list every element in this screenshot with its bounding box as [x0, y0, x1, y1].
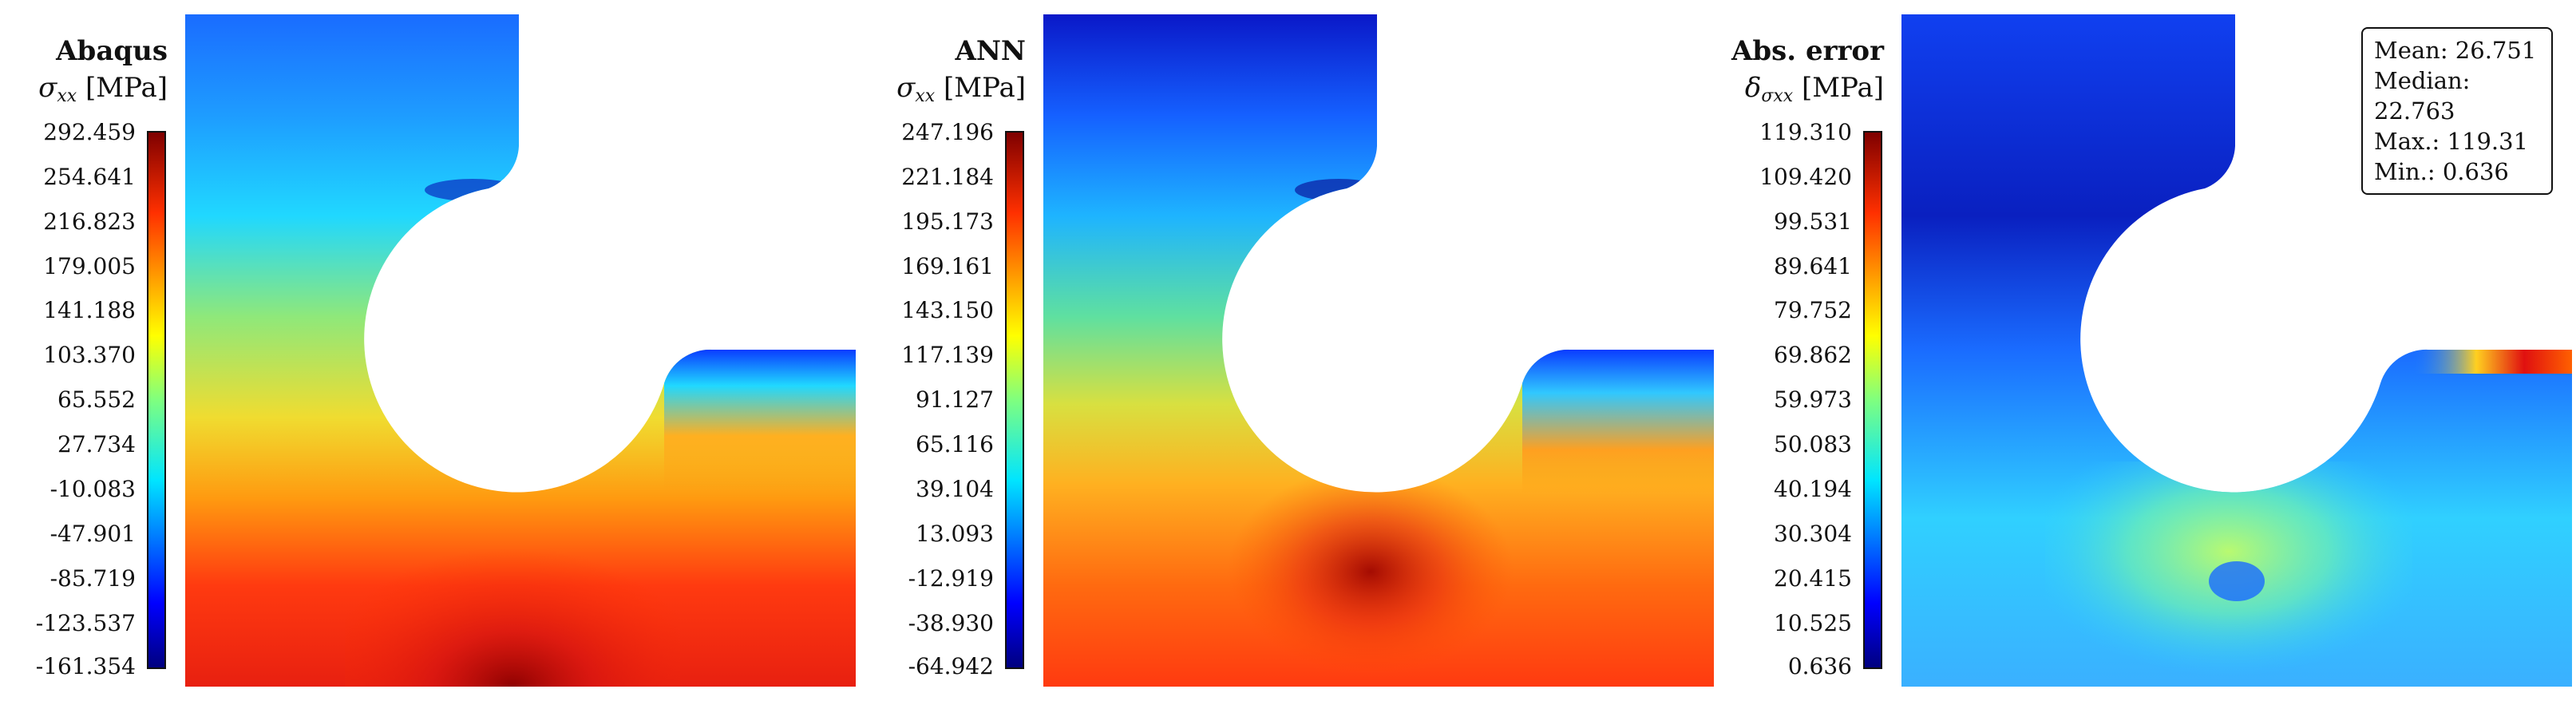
panel-abaqus: Abaqus σxx [MPa] 292.459 254.641 216.823… [0, 0, 858, 701]
tick-label: 20.415 [1774, 565, 1852, 592]
tick-label: 65.552 [57, 386, 136, 413]
tick-label: -12.919 [908, 565, 994, 592]
tick-label: 119.310 [1759, 119, 1852, 145]
stat-mean: Mean: 26.751 [2374, 37, 2537, 64]
tick-label: 59.973 [1774, 386, 1852, 413]
title-text: ANN [955, 35, 1026, 67]
tick-label: 91.127 [916, 386, 994, 413]
panel-title: ANN [858, 34, 1026, 69]
quantity-label: σxx [MPa] [896, 72, 1026, 106]
tick-label: 292.459 [43, 119, 136, 145]
tick-label: 13.093 [916, 521, 994, 547]
tick-label: 179.005 [43, 253, 136, 279]
tick-label: 65.116 [916, 431, 994, 457]
tick-label: 99.531 [1774, 208, 1852, 235]
panel-ann: ANN σxx [MPa] 247.196 221.184 195.173 16… [858, 0, 1716, 701]
stat-median: Median: 22.763 [2374, 67, 2471, 125]
tick-label: 89.641 [1774, 253, 1852, 279]
panel-title: Abs. error [1716, 34, 1884, 69]
colorbar [147, 131, 166, 669]
tick-label: -10.083 [49, 476, 136, 502]
stat-min: Min.: 0.636 [2374, 158, 2509, 185]
stress-field-plot [1043, 14, 1714, 687]
tick-label: 141.188 [43, 297, 136, 323]
stat-max: Max.: 119.31 [2374, 128, 2529, 155]
tick-label: -123.537 [35, 610, 136, 636]
title-text: Abaqus [56, 35, 168, 67]
colorbar [1005, 131, 1024, 669]
stress-field-plot [185, 14, 856, 687]
tick-label: -85.719 [49, 565, 136, 592]
tick-label: 195.173 [901, 208, 994, 235]
tick-label: 50.083 [1774, 431, 1852, 457]
tick-label: 79.752 [1774, 297, 1852, 323]
tick-label: 169.161 [901, 253, 994, 279]
quantity-label: σxx [MPa] [38, 72, 168, 106]
colorbar [1863, 131, 1882, 669]
quantity-label: δσxx [MPa] [1744, 72, 1884, 106]
tick-label: 27.734 [57, 431, 136, 457]
tick-label: 30.304 [1774, 521, 1852, 547]
panel-abs-error: Abs. error δσxx [MPa] 119.310 109.420 99… [1716, 0, 2576, 701]
tick-label: 10.525 [1774, 610, 1852, 636]
tick-label: 216.823 [43, 208, 136, 235]
tick-label: 103.370 [43, 342, 136, 368]
tick-label: 39.104 [916, 476, 994, 502]
statistics-box: Mean: 26.751 Median: 22.763 Max.: 119.31… [2361, 27, 2553, 195]
tick-label: 254.641 [43, 164, 136, 190]
tick-label: 109.420 [1759, 164, 1852, 190]
tick-label: -38.930 [908, 610, 994, 636]
tick-label: -161.354 [35, 653, 136, 679]
tick-label: 40.194 [1774, 476, 1852, 502]
tick-label: 117.139 [901, 342, 994, 368]
title-text: Abs. error [1731, 35, 1884, 67]
tick-label: 143.150 [901, 297, 994, 323]
tick-label: 247.196 [901, 119, 994, 145]
tick-label: 221.184 [901, 164, 994, 190]
panel-title: Abaqus [0, 34, 168, 69]
error-field-plot [1901, 14, 2572, 687]
tick-label: 69.862 [1774, 342, 1852, 368]
tick-label: 0.636 [1787, 653, 1852, 679]
tick-label: -64.942 [908, 653, 994, 679]
tick-label: -47.901 [49, 521, 136, 547]
